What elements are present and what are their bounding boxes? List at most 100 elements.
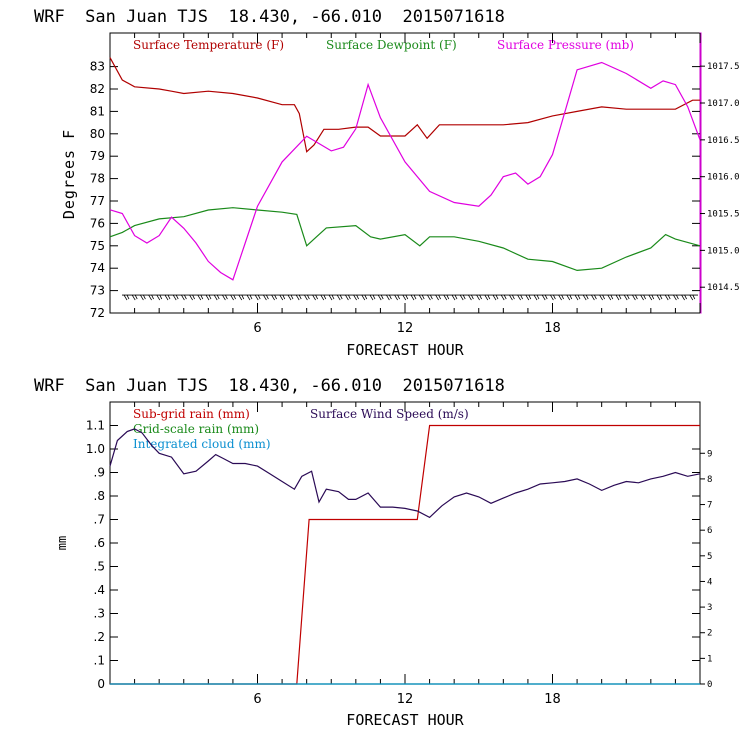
wind-barb-feather bbox=[430, 294, 433, 300]
panel1-frame bbox=[109, 32, 701, 314]
y-tick-label: 75 bbox=[90, 239, 105, 253]
wind-barb-feather bbox=[569, 294, 573, 300]
wind-barb bbox=[402, 294, 407, 301]
wind-barb-feather bbox=[471, 294, 474, 300]
wind-barb-feather bbox=[561, 294, 564, 300]
y-tick-label: 1.1 bbox=[86, 419, 105, 433]
wind-barb-feather bbox=[421, 294, 425, 300]
y2-tick-label: 1015.0 bbox=[707, 246, 740, 256]
y-tick-label: .4 bbox=[94, 583, 105, 597]
y2-tick-label: 1016.0 bbox=[707, 173, 740, 183]
wind-barb bbox=[591, 294, 595, 301]
y2-tick-label: 1016.5 bbox=[707, 136, 740, 146]
y-tick-label: 1.0 bbox=[86, 442, 105, 456]
wind-barb-feather bbox=[323, 294, 327, 300]
wind-barb bbox=[558, 294, 562, 301]
wind-barb-feather bbox=[659, 294, 663, 300]
wind-barb-feather bbox=[405, 294, 409, 300]
wind-barb-feather bbox=[233, 294, 236, 300]
wind-barb-feather bbox=[692, 294, 696, 300]
wind-barb bbox=[328, 294, 333, 301]
wind-barb-feather bbox=[602, 294, 605, 300]
y-tick-label: .8 bbox=[94, 489, 105, 503]
wind-barb-feather bbox=[298, 294, 302, 300]
wind-barb-feather bbox=[520, 294, 523, 300]
wind-barb bbox=[295, 294, 300, 301]
y-tick-label: .9 bbox=[94, 466, 105, 480]
wind-barb bbox=[197, 294, 202, 301]
y-tick-label: 82 bbox=[90, 82, 105, 96]
wind-barb-feather bbox=[479, 294, 482, 300]
wind-barb-feather bbox=[667, 294, 671, 300]
series-line bbox=[109, 57, 700, 153]
wind-barb bbox=[640, 294, 644, 301]
wind-barb bbox=[230, 294, 234, 301]
wind-barb bbox=[541, 294, 546, 301]
y-tick-label: 74 bbox=[90, 261, 105, 275]
wind-barb-feather bbox=[331, 294, 335, 300]
legend-temperature: Surface Temperature (F) bbox=[133, 38, 284, 52]
series-line bbox=[110, 424, 700, 685]
wind-barb bbox=[213, 294, 218, 301]
wind-barb bbox=[287, 294, 292, 301]
wind-barb-feather bbox=[528, 294, 532, 300]
wind-barb-feather bbox=[159, 294, 163, 300]
panel1-series bbox=[109, 57, 701, 281]
panel2-x-label: FORECAST HOUR bbox=[346, 711, 464, 729]
legend-integrated-cloud: Integrated cloud (mm) bbox=[133, 437, 271, 451]
y-tick-label: 83 bbox=[90, 60, 105, 74]
wind-barb-feather bbox=[208, 294, 212, 300]
y2-tick-label: 1017.5 bbox=[707, 62, 740, 72]
wind-barb-feather bbox=[618, 294, 622, 300]
y-tick-label: 80 bbox=[90, 127, 105, 141]
y-tick-label: .6 bbox=[94, 536, 105, 550]
x-tick-label: 18 bbox=[544, 692, 561, 707]
wind-barb-feather bbox=[684, 294, 687, 300]
wind-barb bbox=[607, 294, 612, 301]
wind-barb-feather bbox=[487, 294, 491, 300]
legend-pressure: Surface Pressure (mb) bbox=[497, 38, 634, 52]
panel1-y2-ticks: 1014.5 1015.0 1015.5 1016.0 1016.5 1017.0 1017… bbox=[700, 62, 740, 293]
wind-barb-feather bbox=[643, 294, 646, 300]
wind-barb bbox=[123, 294, 128, 301]
y-tick-label: 77 bbox=[90, 194, 105, 208]
wind-barb bbox=[656, 294, 661, 301]
wind-barb bbox=[246, 294, 251, 301]
wind-barb-feather bbox=[503, 294, 507, 300]
wind-barb bbox=[320, 294, 325, 301]
x-tick-label: 6 bbox=[253, 692, 261, 707]
wind-barb bbox=[451, 294, 456, 301]
wind-barb bbox=[689, 294, 694, 301]
wind-barb-feather bbox=[175, 294, 179, 300]
y2-tick-label: 3 bbox=[707, 603, 712, 613]
y2-tick-label: 1017.0 bbox=[707, 99, 740, 109]
y-tick-label: .1 bbox=[94, 654, 105, 668]
wind-barb bbox=[140, 294, 144, 301]
wind-barb bbox=[148, 294, 152, 301]
wind-barb-feather bbox=[553, 294, 556, 300]
wind-barb-feather bbox=[266, 294, 269, 300]
panel2-y-label: mm bbox=[55, 536, 69, 550]
wind-barb-feather bbox=[290, 294, 294, 300]
legend-wind-speed: Surface Wind Speed (m/s) bbox=[310, 407, 469, 421]
wind-barb bbox=[427, 294, 431, 301]
wind-barb bbox=[435, 294, 439, 301]
wind-barb bbox=[353, 294, 357, 301]
wind-barb-feather bbox=[446, 294, 450, 300]
wind-barb-feather bbox=[307, 294, 310, 300]
wind-barb-feather bbox=[143, 294, 146, 300]
y2-tick-label: 1 bbox=[707, 654, 712, 664]
wind-barb bbox=[263, 294, 267, 301]
y2-tick-label: 1015.5 bbox=[707, 210, 740, 220]
wind-barb bbox=[550, 294, 554, 301]
y2-tick-label: 5 bbox=[707, 552, 712, 562]
wind-barb bbox=[369, 294, 374, 301]
wind-barb bbox=[222, 294, 226, 301]
panel2-y2-ticks: 0 1 2 3 4 5 6 7 8 9 bbox=[700, 449, 712, 690]
panel2-series bbox=[109, 424, 701, 685]
y-tick-label: 72 bbox=[90, 306, 105, 320]
panel1-x-label: FORECAST HOUR bbox=[346, 341, 464, 359]
wind-barb-feather bbox=[241, 294, 245, 300]
wind-barb bbox=[509, 294, 513, 301]
